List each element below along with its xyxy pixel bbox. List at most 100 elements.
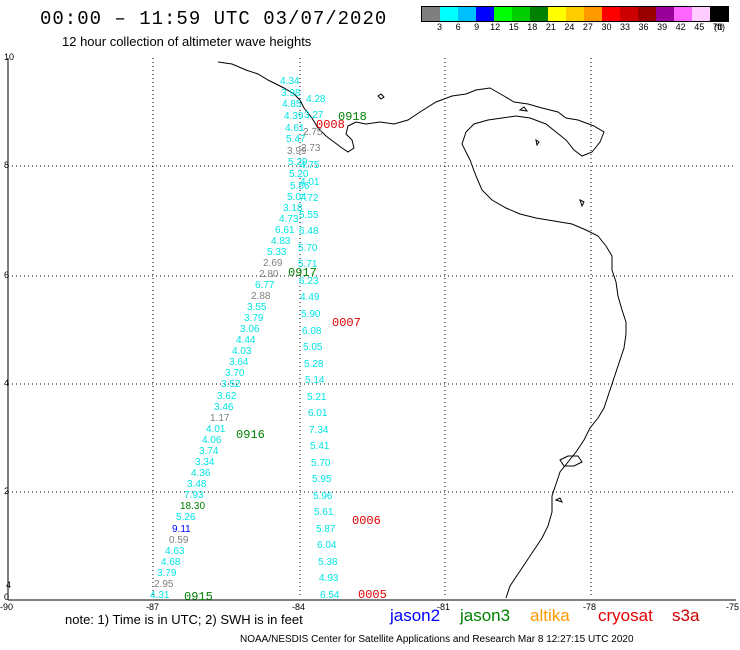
wave-height-value: 4.01 <box>206 424 226 435</box>
wave-height-value: 3.06 <box>240 324 260 335</box>
legend-swatch <box>566 7 584 21</box>
wave-height-value: 4.73 <box>279 214 299 225</box>
legend-swatch <box>692 7 710 21</box>
legend-label: 12 <box>490 22 501 32</box>
legend-swatch <box>656 7 674 21</box>
wave-height-value: 6.01 <box>308 408 328 419</box>
coastline-islands <box>377 93 585 503</box>
color-scale-labels: 3 6 9 12 15 18 21 24 27 30 33 36 39 42 45 70 <box>421 22 727 32</box>
wave-height-value: 6.77 <box>255 280 275 291</box>
wave-height-value: 4.63 <box>165 546 185 557</box>
wave-height-value: 2.73 <box>301 143 321 154</box>
legend-swatch <box>494 7 512 21</box>
wave-height-value: 6.08 <box>302 326 322 337</box>
wave-height-value: 5.21 <box>307 392 327 403</box>
legend-swatch <box>674 7 692 21</box>
latitude-label: 0 <box>4 592 10 602</box>
wave-height-value: 3.74 <box>199 446 219 457</box>
wave-height-value: 5.14 <box>305 375 325 386</box>
wave-height-value: 3.34 <box>195 457 215 468</box>
wave-height-value: 3.79 <box>244 313 264 324</box>
wave-height-value: 7.72 <box>299 193 319 204</box>
map-grid <box>7 58 736 601</box>
wave-height-value: 2.69 <box>263 258 283 269</box>
latitude-label: 10 <box>4 52 15 62</box>
wave-height-value: 5.96 <box>313 491 333 502</box>
legend-label: 3 <box>437 22 443 32</box>
map-title: 00:00 – 11:59 UTC 03/07/2020 <box>40 8 388 30</box>
wave-height-value: 5.61 <box>314 507 334 518</box>
legend-label: 70 <box>712 22 723 32</box>
wave-height-value: 0.59 <box>169 535 189 546</box>
longitude-label: -87 <box>146 602 160 612</box>
satellite-name: s3a <box>672 606 700 625</box>
wave-height-value: 3.18 <box>283 203 303 214</box>
legend-label: 27 <box>582 22 593 32</box>
wave-height-value: 3.70 <box>225 368 245 379</box>
wave-height-value: 4.83 <box>271 236 291 247</box>
longitude-label: -84 <box>292 602 306 612</box>
wave-height-value: 4.34 <box>280 76 300 87</box>
legend-label: 42 <box>675 22 686 32</box>
latitude-label: 6 <box>4 270 10 280</box>
legend-swatch <box>548 7 566 21</box>
wave-height-value: 5.20 <box>289 169 309 180</box>
wave-height-value: 4.75 <box>300 160 320 171</box>
wave-height-value: 2.75 <box>303 127 323 138</box>
legend-swatch <box>710 7 728 21</box>
wave-height-value: 18.30 <box>180 501 206 512</box>
wave-height-value: 3.48 <box>187 479 207 490</box>
wave-height-value: 3.79 <box>157 568 177 579</box>
pass-time-label: 0008 <box>316 118 345 132</box>
latitude-label: 4 <box>4 378 10 388</box>
legend-swatch <box>638 7 656 21</box>
legend-label: 39 <box>657 22 668 32</box>
pass-time-label: 0916 <box>236 428 265 442</box>
wave-height-value: 4.68 <box>161 557 181 568</box>
longitude-label: -75 <box>726 602 740 612</box>
wave-height-value: 6.54 <box>320 590 340 601</box>
latitude-label: 2 <box>4 486 10 496</box>
wave-height-value: 3.27 <box>304 110 324 121</box>
pass-time-label: 0005 <box>358 588 387 602</box>
pass-time-label: 0006 <box>352 514 381 528</box>
wave-height-value: 4.36 <box>191 468 211 479</box>
wave-height-value: 4.61 <box>285 123 305 134</box>
wave-height-value: 5.95 <box>312 474 332 485</box>
map-note: note: 1) Time is in UTC; 2) SWH is in fe… <box>65 612 303 627</box>
wave-height-value: 1.17 <box>210 413 230 424</box>
wave-height-value: 6.48 <box>299 226 319 237</box>
latitude-label: 8 <box>4 160 10 170</box>
wave-height-value: 5.04 <box>287 192 307 203</box>
wave-height-value: 6.61 <box>275 225 295 236</box>
wave-height-value: 4.49 <box>300 292 320 303</box>
latitude-label: 4 <box>6 580 12 590</box>
satellite-name: jason2 <box>390 606 441 625</box>
legend-label: 15 <box>508 22 519 32</box>
wave-height-value: 3.62 <box>217 391 237 402</box>
satellite-name: cryosat <box>598 606 653 625</box>
wave-height-value: 4.03 <box>232 346 252 357</box>
legend-label: 30 <box>601 22 612 32</box>
wave-height-value: 6.23 <box>299 276 319 287</box>
legend-label: 36 <box>638 22 649 32</box>
wave-height-value: 6.04 <box>317 540 337 551</box>
coastline <box>217 61 627 599</box>
wave-height-value: 5.55 <box>299 210 319 221</box>
legend-swatch <box>530 7 548 21</box>
wave-height-value: 5.41 <box>310 441 330 452</box>
wave-height-value: 5.56 <box>290 181 310 192</box>
legend-swatch <box>458 7 476 21</box>
wave-height-value: 4.44 <box>236 335 256 346</box>
wave-height-value: 4.01 <box>300 177 320 188</box>
wave-height-value: 4.06 <box>202 435 222 446</box>
wave-height-value: 4.28 <box>306 94 326 105</box>
wave-height-value: 5.29 <box>288 157 308 168</box>
legend-label: 18 <box>527 22 538 32</box>
longitude-label: -90 <box>0 602 14 612</box>
wave-height-value: 5.70 <box>298 243 318 254</box>
legend-label: 24 <box>564 22 575 32</box>
wave-height-value: 5.38 <box>318 557 338 568</box>
wave-height-value: 3.98 <box>281 88 301 99</box>
